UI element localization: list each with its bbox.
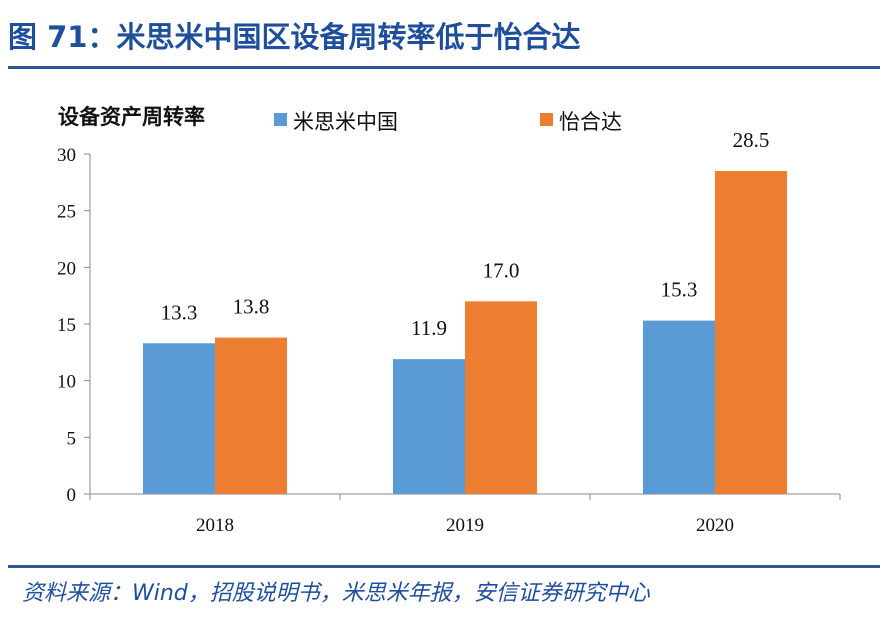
y-tick-label: 30	[57, 145, 76, 166]
plot-area: 0 5 10 15 20 25 30 2018 13.3 13.8 2019 11.9 17.0 2020…	[57, 128, 841, 536]
source-note: 资料来源：Wind，招股说明书，米思米年报，安信证券研究中心	[22, 581, 650, 606]
data-label: 13.3	[161, 300, 198, 324]
bar-chart: 设备资产周转率 米思米中国 怡合达 0 5 10 15 20 25 30 2018 13.3 13.…	[57, 105, 841, 536]
data-label: 11.9	[411, 316, 447, 340]
bar	[715, 171, 787, 494]
y-tick-label: 25	[57, 202, 76, 223]
x-tick-label: 2018	[196, 515, 234, 536]
legend: 米思米中国 怡合达	[274, 110, 622, 134]
source-divider	[8, 565, 880, 568]
bar	[465, 301, 537, 494]
y-tick-label: 10	[57, 372, 76, 393]
y-tick-label: 20	[57, 258, 76, 279]
y-tick-label: 0	[67, 485, 77, 506]
y-tick-label: 15	[57, 315, 76, 336]
title-divider	[8, 66, 880, 69]
legend-label: 米思米中国	[293, 110, 398, 134]
data-label: 28.5	[733, 128, 770, 152]
data-label: 15.3	[661, 278, 698, 302]
bar	[143, 343, 215, 494]
legend-label: 怡合达	[559, 110, 622, 134]
y-axis-label: 设备资产周转率	[58, 105, 205, 129]
y-tick-label: 5	[67, 428, 77, 449]
legend-swatch	[540, 113, 553, 126]
figure-title: 图 71：米思米中国区设备周转率低于怡合达	[8, 20, 581, 54]
bar	[215, 337, 287, 494]
legend-swatch	[274, 113, 287, 126]
bar	[393, 359, 465, 494]
data-label: 13.8	[233, 295, 270, 319]
bar	[643, 320, 715, 494]
data-label: 17.0	[483, 258, 520, 282]
x-tick-label: 2019	[446, 515, 484, 536]
x-tick-label: 2020	[696, 515, 734, 536]
